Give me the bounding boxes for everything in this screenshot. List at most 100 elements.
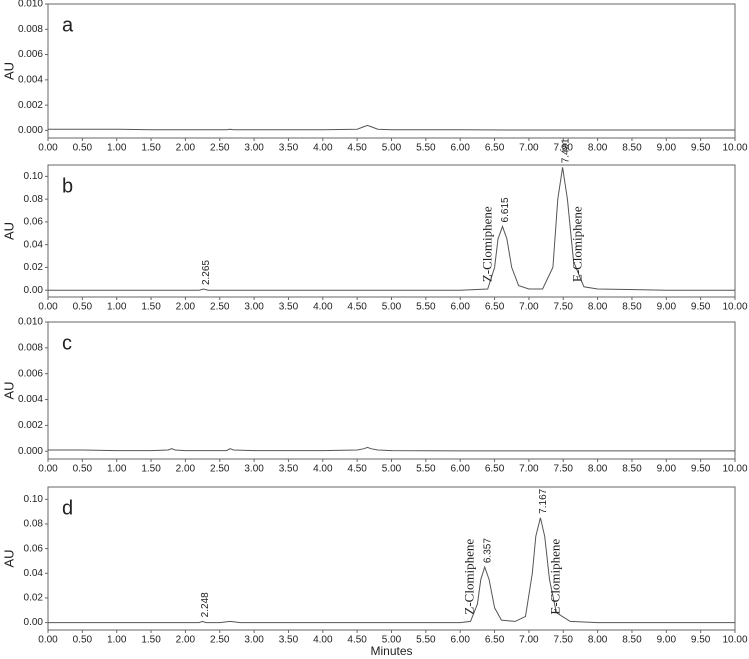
x-tick-label: 9.50 — [691, 464, 711, 475]
x-tick-label: 4.00 — [313, 464, 333, 475]
x-tick-label: 2.00 — [176, 302, 196, 313]
x-tick-label: 8.00 — [588, 635, 608, 646]
plot-frame — [47, 164, 736, 298]
x-tick-label: 7.00 — [519, 464, 539, 475]
x-tick-label: 3.50 — [279, 302, 299, 313]
trace — [48, 517, 735, 624]
panel-label: a — [62, 14, 74, 36]
x-tick-label: 2.50 — [210, 302, 230, 313]
x-tick-label: 0.50 — [73, 635, 93, 646]
x-tick-label: 10.00 — [722, 635, 747, 646]
trace — [48, 167, 735, 291]
x-tick-label: 9.50 — [691, 302, 711, 313]
x-tick-label: 1.00 — [107, 302, 127, 313]
x-tick-label: 3.00 — [244, 635, 264, 646]
y-tick-label: 0.000 — [18, 446, 43, 457]
y-axis-label: AU — [1, 222, 16, 240]
x-tick-label: 0.50 — [73, 464, 93, 475]
x-tick-label: 6.50 — [485, 302, 505, 313]
peak-time-label: 6.615 — [500, 197, 511, 222]
x-tick-label: 1.00 — [107, 143, 127, 154]
y-tick-label: 0.008 — [18, 342, 43, 353]
plot-frame — [47, 3, 736, 139]
y-axis-label: AU — [1, 549, 16, 567]
x-tick-label: 1.50 — [141, 143, 161, 154]
x-tick-label: 3.50 — [279, 635, 299, 646]
x-tick-label: 4.50 — [347, 302, 367, 313]
x-tick-label: 4.50 — [347, 464, 367, 475]
x-tick-label: 7.50 — [554, 143, 574, 154]
x-tick-label: 0.00 — [38, 302, 58, 313]
y-tick-label: 0.04 — [24, 568, 44, 579]
x-tick-label: 0.00 — [38, 635, 58, 646]
x-tick-label: 7.50 — [554, 464, 574, 475]
y-tick-label: 0.006 — [18, 49, 43, 60]
x-tick-label: 6.50 — [485, 464, 505, 475]
y-tick-label: 0.00 — [24, 617, 44, 628]
x-tick-label: 7.00 — [519, 143, 539, 154]
x-tick-label: 6.00 — [450, 302, 470, 313]
x-tick-label: 5.00 — [382, 635, 402, 646]
y-tick-label: 0.00 — [24, 285, 44, 296]
compound-label: Z-Clomiphene — [462, 539, 477, 615]
trace — [48, 124, 735, 131]
x-tick-label: 6.50 — [485, 143, 505, 154]
x-tick-label: 1.50 — [141, 302, 161, 313]
x-tick-label: 0.00 — [38, 143, 58, 154]
x-tick-label: 8.50 — [622, 302, 642, 313]
y-tick-label: 0.02 — [24, 593, 44, 604]
x-tick-label: 4.00 — [313, 635, 333, 646]
y-tick-label: 0.010 — [18, 317, 43, 328]
x-tick-label: 2.00 — [176, 464, 196, 475]
panel-label: b — [62, 175, 73, 197]
y-tick-label: 0.010 — [18, 0, 43, 10]
panel-label: c — [62, 332, 72, 354]
x-tick-label: 9.50 — [691, 635, 711, 646]
x-tick-label: 3.00 — [244, 464, 264, 475]
x-tick-label: 2.00 — [176, 635, 196, 646]
y-tick-label: 0.004 — [18, 74, 43, 85]
y-tick-label: 0.06 — [24, 217, 44, 228]
x-tick-label: 2.00 — [176, 143, 196, 154]
plot-frame — [47, 486, 736, 631]
x-tick-label: 8.50 — [622, 635, 642, 646]
y-tick-label: 0.06 — [24, 543, 44, 554]
x-tick-label: 9.00 — [657, 635, 677, 646]
x-tick-label: 2.50 — [210, 464, 230, 475]
x-tick-label: 4.50 — [347, 635, 367, 646]
y-axis-label: AU — [1, 381, 16, 399]
y-tick-label: 0.10 — [24, 494, 44, 505]
y-tick-label: 0.008 — [18, 24, 43, 35]
y-tick-label: 0.04 — [24, 239, 44, 250]
peak-time-label: 2.265 — [201, 260, 212, 285]
x-tick-label: 4.00 — [313, 302, 333, 313]
x-tick-label: 5.00 — [382, 302, 402, 313]
x-tick-label: 9.50 — [691, 143, 711, 154]
panel-label: d — [62, 497, 73, 519]
x-tick-label: 6.50 — [485, 635, 505, 646]
y-tick-label: 0.006 — [18, 368, 43, 379]
x-tick-label: 8.00 — [588, 464, 608, 475]
x-tick-label: 10.00 — [722, 302, 747, 313]
x-tick-label: 6.00 — [450, 464, 470, 475]
peak-time-label: 7.167 — [538, 488, 549, 513]
y-tick-label: 0.002 — [18, 100, 43, 111]
compound-label: Z-Clomiphene — [479, 206, 494, 282]
x-tick-label: 3.50 — [279, 143, 299, 154]
x-tick-label: 8.50 — [622, 143, 642, 154]
x-tick-label: 1.00 — [107, 464, 127, 475]
x-tick-label: 1.50 — [141, 635, 161, 646]
x-tick-label: 7.50 — [554, 635, 574, 646]
x-tick-label: 6.00 — [450, 635, 470, 646]
x-tick-label: 8.00 — [588, 143, 608, 154]
y-axis-label: AU — [1, 62, 16, 80]
x-tick-label: 8.00 — [588, 302, 608, 313]
x-tick-label: 8.50 — [622, 464, 642, 475]
x-tick-label: 1.00 — [107, 635, 127, 646]
x-tick-label: 5.00 — [382, 143, 402, 154]
x-tick-label: 9.00 — [657, 302, 677, 313]
x-tick-label: 5.50 — [416, 143, 436, 154]
x-tick-label: 0.50 — [73, 143, 93, 154]
y-tick-label: 0.02 — [24, 262, 44, 273]
